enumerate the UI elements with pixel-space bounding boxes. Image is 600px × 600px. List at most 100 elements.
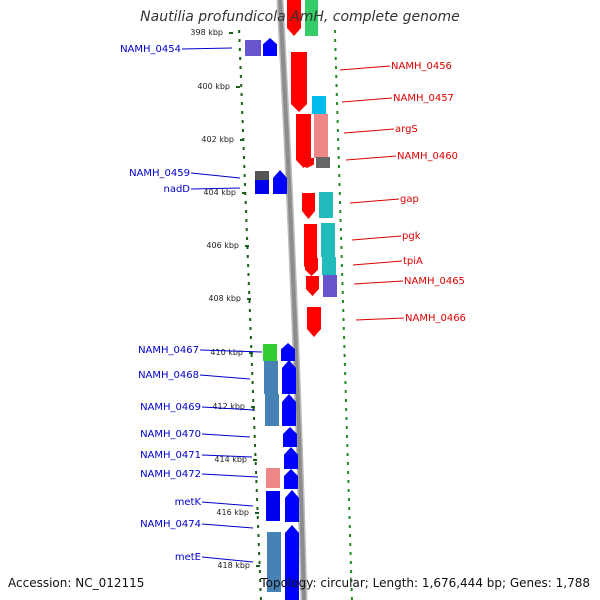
plus-gene-arrow	[263, 38, 277, 56]
minus-gene-label: NAMH_0460	[397, 151, 458, 162]
scale-dot	[254, 462, 257, 465]
scale-dot	[347, 471, 350, 474]
scale-dot	[249, 336, 252, 339]
kbp-tick-label: 398 kbp	[190, 28, 223, 37]
kbp-tick-label: 410 kbp	[210, 348, 243, 357]
plus-cog-block	[266, 491, 280, 521]
plus-gene-label: NAMH_0467	[138, 345, 199, 356]
scale-dot	[259, 588, 262, 591]
scale-dot	[246, 246, 249, 249]
scale-dot	[350, 597, 353, 600]
scale-dot	[337, 147, 340, 150]
scale-dot	[334, 66, 337, 69]
plus-gene-arrow	[273, 170, 287, 194]
minus-cog-block	[319, 192, 333, 218]
minus-cog-block	[314, 114, 328, 158]
minus-label-leader	[339, 65, 391, 71]
minus-label-leader	[345, 155, 397, 161]
minus-label-leader	[355, 317, 405, 321]
scale-dot	[239, 57, 242, 60]
scale-dot	[243, 165, 246, 168]
minus-cog-block	[321, 223, 335, 257]
genome-title: Nautilia profundicola AmH, complete geno…	[140, 9, 460, 25]
scale-dot	[338, 174, 341, 177]
scale-dot	[340, 246, 343, 249]
scale-dot	[344, 372, 347, 375]
minus-gene-arrow	[291, 52, 307, 112]
plus-gene-label: NAMH_0468	[138, 370, 199, 381]
scale-dot	[255, 471, 258, 474]
kbp-tick-mark	[245, 245, 249, 247]
scale-dot	[238, 39, 241, 42]
scale-dot	[247, 273, 250, 276]
scale-dot	[242, 147, 245, 150]
scale-dot	[238, 48, 241, 51]
scale-dot	[340, 237, 343, 240]
scale-dot	[259, 597, 262, 600]
minus-gene-arrow	[302, 193, 315, 219]
scale-dot	[257, 543, 260, 546]
kbp-tick-mark	[236, 86, 240, 88]
scale-dot	[336, 102, 339, 105]
scale-dot	[250, 363, 253, 366]
scale-dot	[246, 255, 249, 258]
plus-label-leader	[201, 433, 251, 438]
plus-gene-label: NAMH_0474	[140, 519, 201, 530]
scale-dot	[341, 273, 344, 276]
accession-text: Accession: NC_012115	[8, 576, 145, 590]
scale-dot	[258, 561, 261, 564]
kbp-tick-mark	[251, 406, 255, 408]
plus-gene-label: NAMH_0472	[140, 469, 201, 480]
scale-dot	[347, 489, 350, 492]
minus-cog-block	[312, 96, 326, 114]
scale-dot	[248, 309, 251, 312]
kbp-tick-label: 414 kbp	[214, 455, 247, 464]
kbp-tick-label: 416 kbp	[216, 508, 249, 517]
plus-label-leader	[201, 473, 259, 478]
kbp-tick-mark	[255, 512, 259, 514]
plus-cog-block	[255, 171, 269, 180]
plus-gene-label: NAMH_0471	[140, 450, 201, 461]
scale-dot	[345, 408, 348, 411]
plus-label-leader	[199, 349, 263, 353]
scale-dot	[350, 570, 353, 573]
minus-label-leader	[353, 280, 404, 285]
plus-gene-arrow	[281, 343, 295, 361]
scale-dot	[337, 156, 340, 159]
minus-gene-arrow	[300, 158, 314, 168]
minus-cog-block	[316, 157, 330, 168]
scale-dot	[246, 237, 249, 240]
scale-dot	[256, 507, 259, 510]
scale-dot	[250, 354, 253, 357]
scale-dot	[245, 228, 248, 231]
minus-label-leader	[352, 260, 403, 266]
scale-dot	[348, 525, 351, 528]
scale-dot	[346, 453, 349, 456]
scale-dot	[250, 345, 253, 348]
scale-dot	[349, 561, 352, 564]
scale-dot	[238, 30, 241, 33]
scale-dot	[245, 219, 248, 222]
scale-dot	[334, 39, 337, 42]
scale-dot	[244, 201, 247, 204]
scale-dot	[340, 264, 343, 267]
minus-gene-label: gap	[400, 194, 419, 205]
plus-label-leader	[199, 374, 251, 380]
kbp-tick-mark	[240, 139, 244, 141]
scale-dot	[241, 129, 244, 132]
plus-gene-label: NAMH_0470	[140, 429, 201, 440]
minus-label-leader	[341, 97, 393, 103]
scale-dot	[343, 363, 346, 366]
plus-label-leader	[201, 523, 254, 529]
plus-label-leader	[181, 47, 233, 50]
plus-gene-label: NAMH_0454	[120, 44, 181, 55]
scale-dot	[336, 129, 339, 132]
scale-dot	[339, 228, 342, 231]
plus-cog-block	[263, 344, 277, 361]
scale-dot	[239, 75, 242, 78]
plus-cog-block	[255, 180, 269, 194]
plus-gene-arrow	[285, 490, 299, 522]
plus-gene-arrow	[282, 394, 296, 426]
scale-dot	[255, 489, 258, 492]
